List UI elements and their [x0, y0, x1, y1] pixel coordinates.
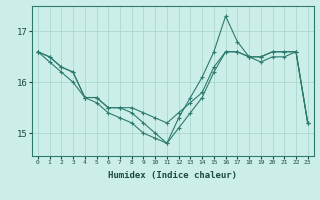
X-axis label: Humidex (Indice chaleur): Humidex (Indice chaleur)	[108, 171, 237, 180]
